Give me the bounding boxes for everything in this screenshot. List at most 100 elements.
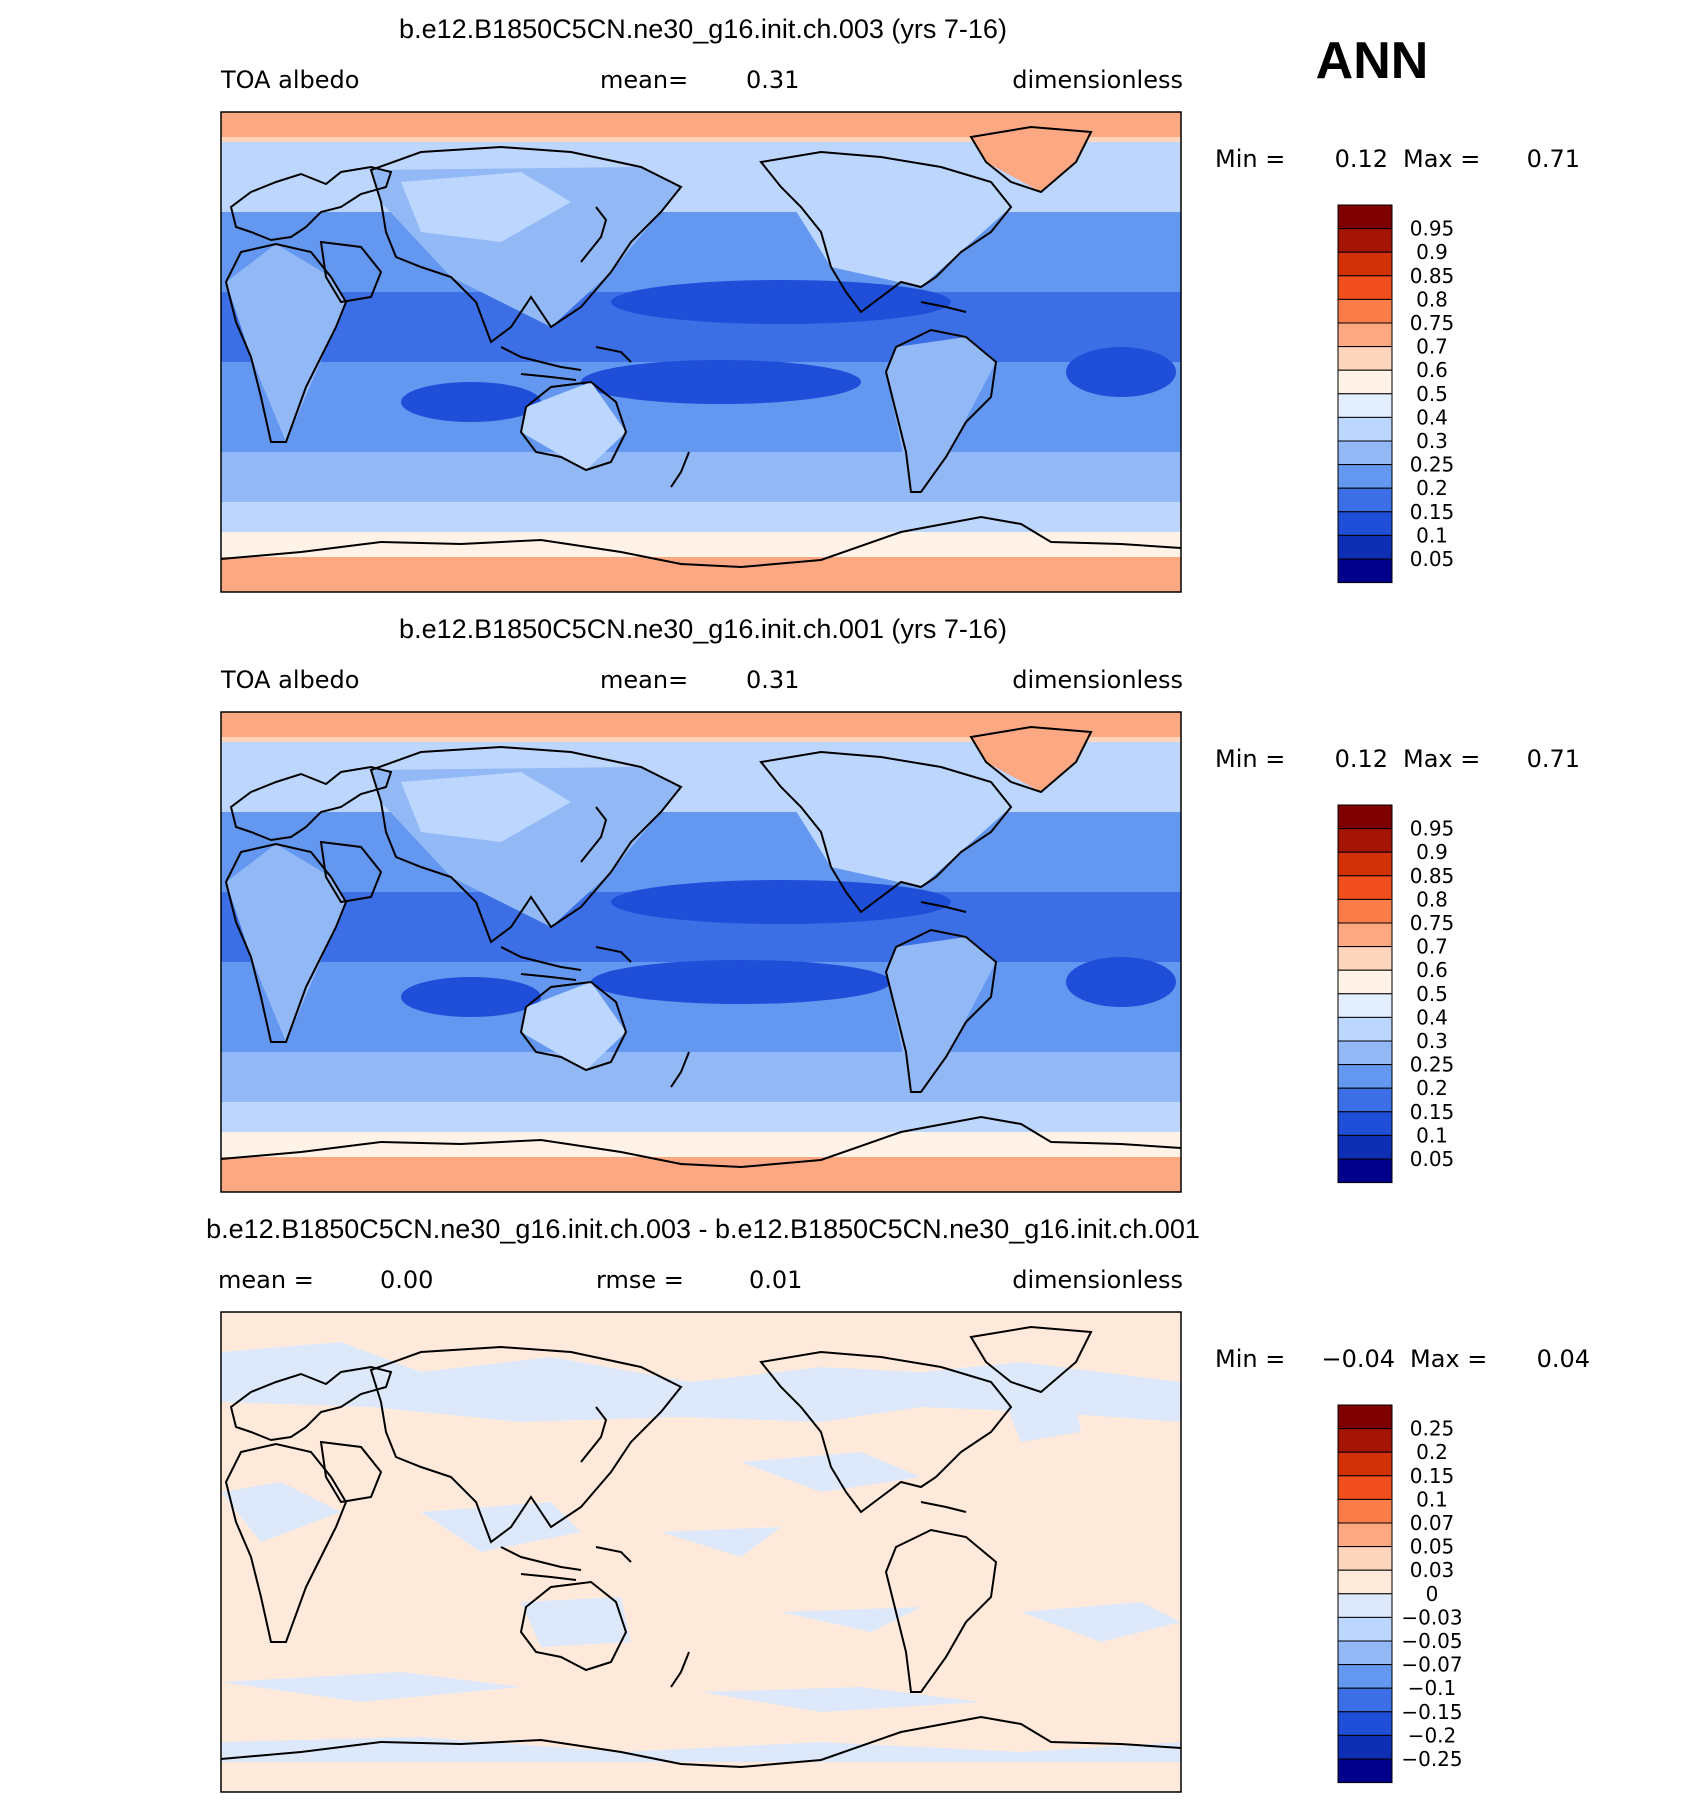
- max-value: 0.71: [1527, 745, 1580, 773]
- colorbar-box: [1337, 969, 1393, 995]
- colorbar-tick-label: 0.95: [1410, 217, 1455, 241]
- min-label: Min =: [1215, 145, 1285, 173]
- colorbar-box: [1337, 558, 1393, 584]
- colorbar-tick-label: −0.15: [1401, 1700, 1462, 1724]
- colorbar-tick-label: 0.8: [1416, 887, 1448, 911]
- colorbar-tick-label: 0.15: [1410, 1464, 1455, 1488]
- mean-value: 0.00: [380, 1266, 433, 1294]
- colorbar-box: [1337, 534, 1393, 560]
- colorbar-tick-label: 0.5: [1416, 382, 1448, 406]
- colorbar-tick-label: −0.07: [1401, 1653, 1462, 1677]
- colorbar-tick-label: 0.03: [1410, 1558, 1455, 1582]
- min-label: Min =: [1215, 1345, 1285, 1373]
- max-label: Max =: [1403, 745, 1480, 773]
- colorbar-tick-label: 0.6: [1416, 958, 1448, 982]
- colorbar-box: [1337, 1758, 1393, 1784]
- colorbar-box: [1337, 369, 1393, 395]
- colorbar-tick-label: 0.2: [1416, 476, 1448, 500]
- colorbar-box: [1337, 1616, 1393, 1642]
- colorbar-tick-label: 0.4: [1416, 405, 1448, 429]
- map-abs: [220, 711, 1182, 1193]
- colorbar-box: [1337, 416, 1393, 442]
- colorbar-tick-label: 0.15: [1410, 1100, 1455, 1124]
- colorbar-box: [1337, 464, 1393, 489]
- colorbar-box: [1337, 993, 1393, 1018]
- colorbar-tick-label: 0.8: [1416, 287, 1448, 311]
- units-label: dimensionless: [1012, 666, 1183, 694]
- colorbar-box: [1337, 1593, 1393, 1618]
- colorbar-box: [1337, 1404, 1393, 1430]
- mean-label: mean=: [600, 666, 688, 694]
- colorbar-tick-label: 0.15: [1410, 500, 1455, 524]
- colorbar-tick-label: 0.6: [1416, 358, 1448, 382]
- colorbar-box: [1337, 851, 1393, 877]
- max-label: Max =: [1403, 145, 1480, 173]
- min-value: −0.04: [1321, 1345, 1395, 1373]
- colorbar-box: [1337, 898, 1393, 924]
- colorbar-box: [1337, 804, 1393, 830]
- min-value: 0.12: [1335, 745, 1388, 773]
- colorbar-box: [1337, 1111, 1393, 1136]
- colorbar-tick-label: −0.1: [1408, 1676, 1457, 1700]
- colorbar-box: [1337, 393, 1393, 418]
- colorbar-box: [1337, 322, 1393, 348]
- colorbar-box: [1337, 228, 1393, 253]
- colorbar-box: [1337, 251, 1393, 277]
- colorbar-tick-label: 0.5: [1416, 982, 1448, 1006]
- colorbar-tick-label: −0.25: [1401, 1747, 1462, 1771]
- colorbar: 0.950.90.850.80.750.70.60.50.40.30.250.2…: [1337, 804, 1455, 1184]
- colorbar-tick-label: 0.75: [1410, 311, 1455, 335]
- colorbar-box: [1337, 487, 1393, 513]
- mean-label: mean=: [600, 66, 688, 94]
- colorbar-tick-label: 0.05: [1410, 1147, 1455, 1171]
- colorbar-tick-label: 0.25: [1410, 1053, 1455, 1077]
- mean-value: 0.31: [746, 66, 799, 94]
- colorbar-tick-label: 0.75: [1410, 911, 1455, 935]
- panel-2: b.e12.B1850C5CN.ne30_g16.init.ch.001 (yr…: [220, 614, 1580, 1193]
- map-abs: [220, 111, 1182, 593]
- rmse-value: 0.01: [749, 1266, 802, 1294]
- colorbar-box: [1337, 922, 1393, 948]
- colorbar-box: [1337, 275, 1393, 300]
- colorbar-tick-label: 0.7: [1416, 935, 1448, 959]
- panel-title: b.e12.B1850C5CN.ne30_g16.init.ch.003 (yr…: [399, 14, 1007, 44]
- colorbar-box: [1337, 1711, 1393, 1736]
- colorbar-box: [1337, 1087, 1393, 1113]
- colorbar: 0.950.90.850.80.750.70.60.50.40.30.250.2…: [1337, 204, 1455, 584]
- colorbar-tick-label: 0.7: [1416, 335, 1448, 359]
- colorbar-tick-label: 0.2: [1416, 1440, 1448, 1464]
- season-label: ANN: [1316, 32, 1429, 90]
- field-label: TOA albedo: [220, 666, 359, 694]
- colorbar-box: [1337, 511, 1393, 536]
- colorbar-box: [1337, 1546, 1393, 1571]
- panel-title: b.e12.B1850C5CN.ne30_g16.init.ch.003 - b…: [206, 1214, 1200, 1244]
- colorbar-tick-label: 0.1: [1416, 1487, 1448, 1511]
- colorbar-tick-label: 0.3: [1416, 1029, 1448, 1053]
- rmse-label: rmse =: [596, 1266, 684, 1294]
- mean-value: 0.31: [746, 666, 799, 694]
- units-label: dimensionless: [1012, 66, 1183, 94]
- colorbar-box: [1337, 1040, 1393, 1066]
- colorbar-box: [1337, 828, 1393, 853]
- field-label: TOA albedo: [220, 66, 359, 94]
- colorbar-tick-label: 0.2: [1416, 1076, 1448, 1100]
- colorbar-tick-label: 0.9: [1416, 840, 1448, 864]
- colorbar-box: [1337, 875, 1393, 900]
- colorbar-box: [1337, 298, 1393, 324]
- mean-label: mean =: [218, 1266, 314, 1294]
- colorbar-box: [1337, 1734, 1393, 1760]
- panel-3: b.e12.B1850C5CN.ne30_g16.init.ch.003 - b…: [206, 1214, 1590, 1793]
- colorbar-box: [1337, 1475, 1393, 1500]
- colorbar-box: [1337, 440, 1393, 466]
- min-label: Min =: [1215, 745, 1285, 773]
- colorbar-tick-label: 0.25: [1410, 453, 1455, 477]
- colorbar-box: [1337, 1522, 1393, 1548]
- colorbar-box: [1337, 1640, 1393, 1666]
- colorbar-tick-label: −0.2: [1408, 1723, 1457, 1747]
- colorbar-box: [1337, 1428, 1393, 1453]
- colorbar-box: [1337, 346, 1393, 371]
- panel-title: b.e12.B1850C5CN.ne30_g16.init.ch.001 (yr…: [399, 614, 1007, 644]
- colorbar-box: [1337, 1498, 1393, 1524]
- colorbar-tick-label: 0.05: [1410, 1535, 1455, 1559]
